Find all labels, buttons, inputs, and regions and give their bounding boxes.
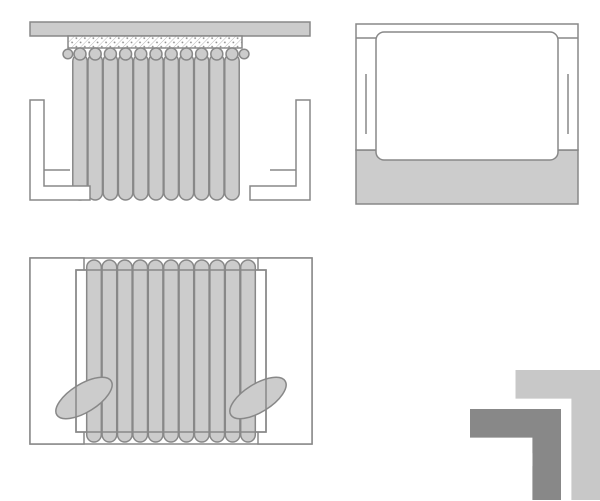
side-view (356, 24, 578, 204)
component-diagram (0, 0, 600, 501)
bottom-view (30, 258, 312, 444)
front-view (30, 22, 310, 200)
watermark-logo (470, 370, 600, 500)
